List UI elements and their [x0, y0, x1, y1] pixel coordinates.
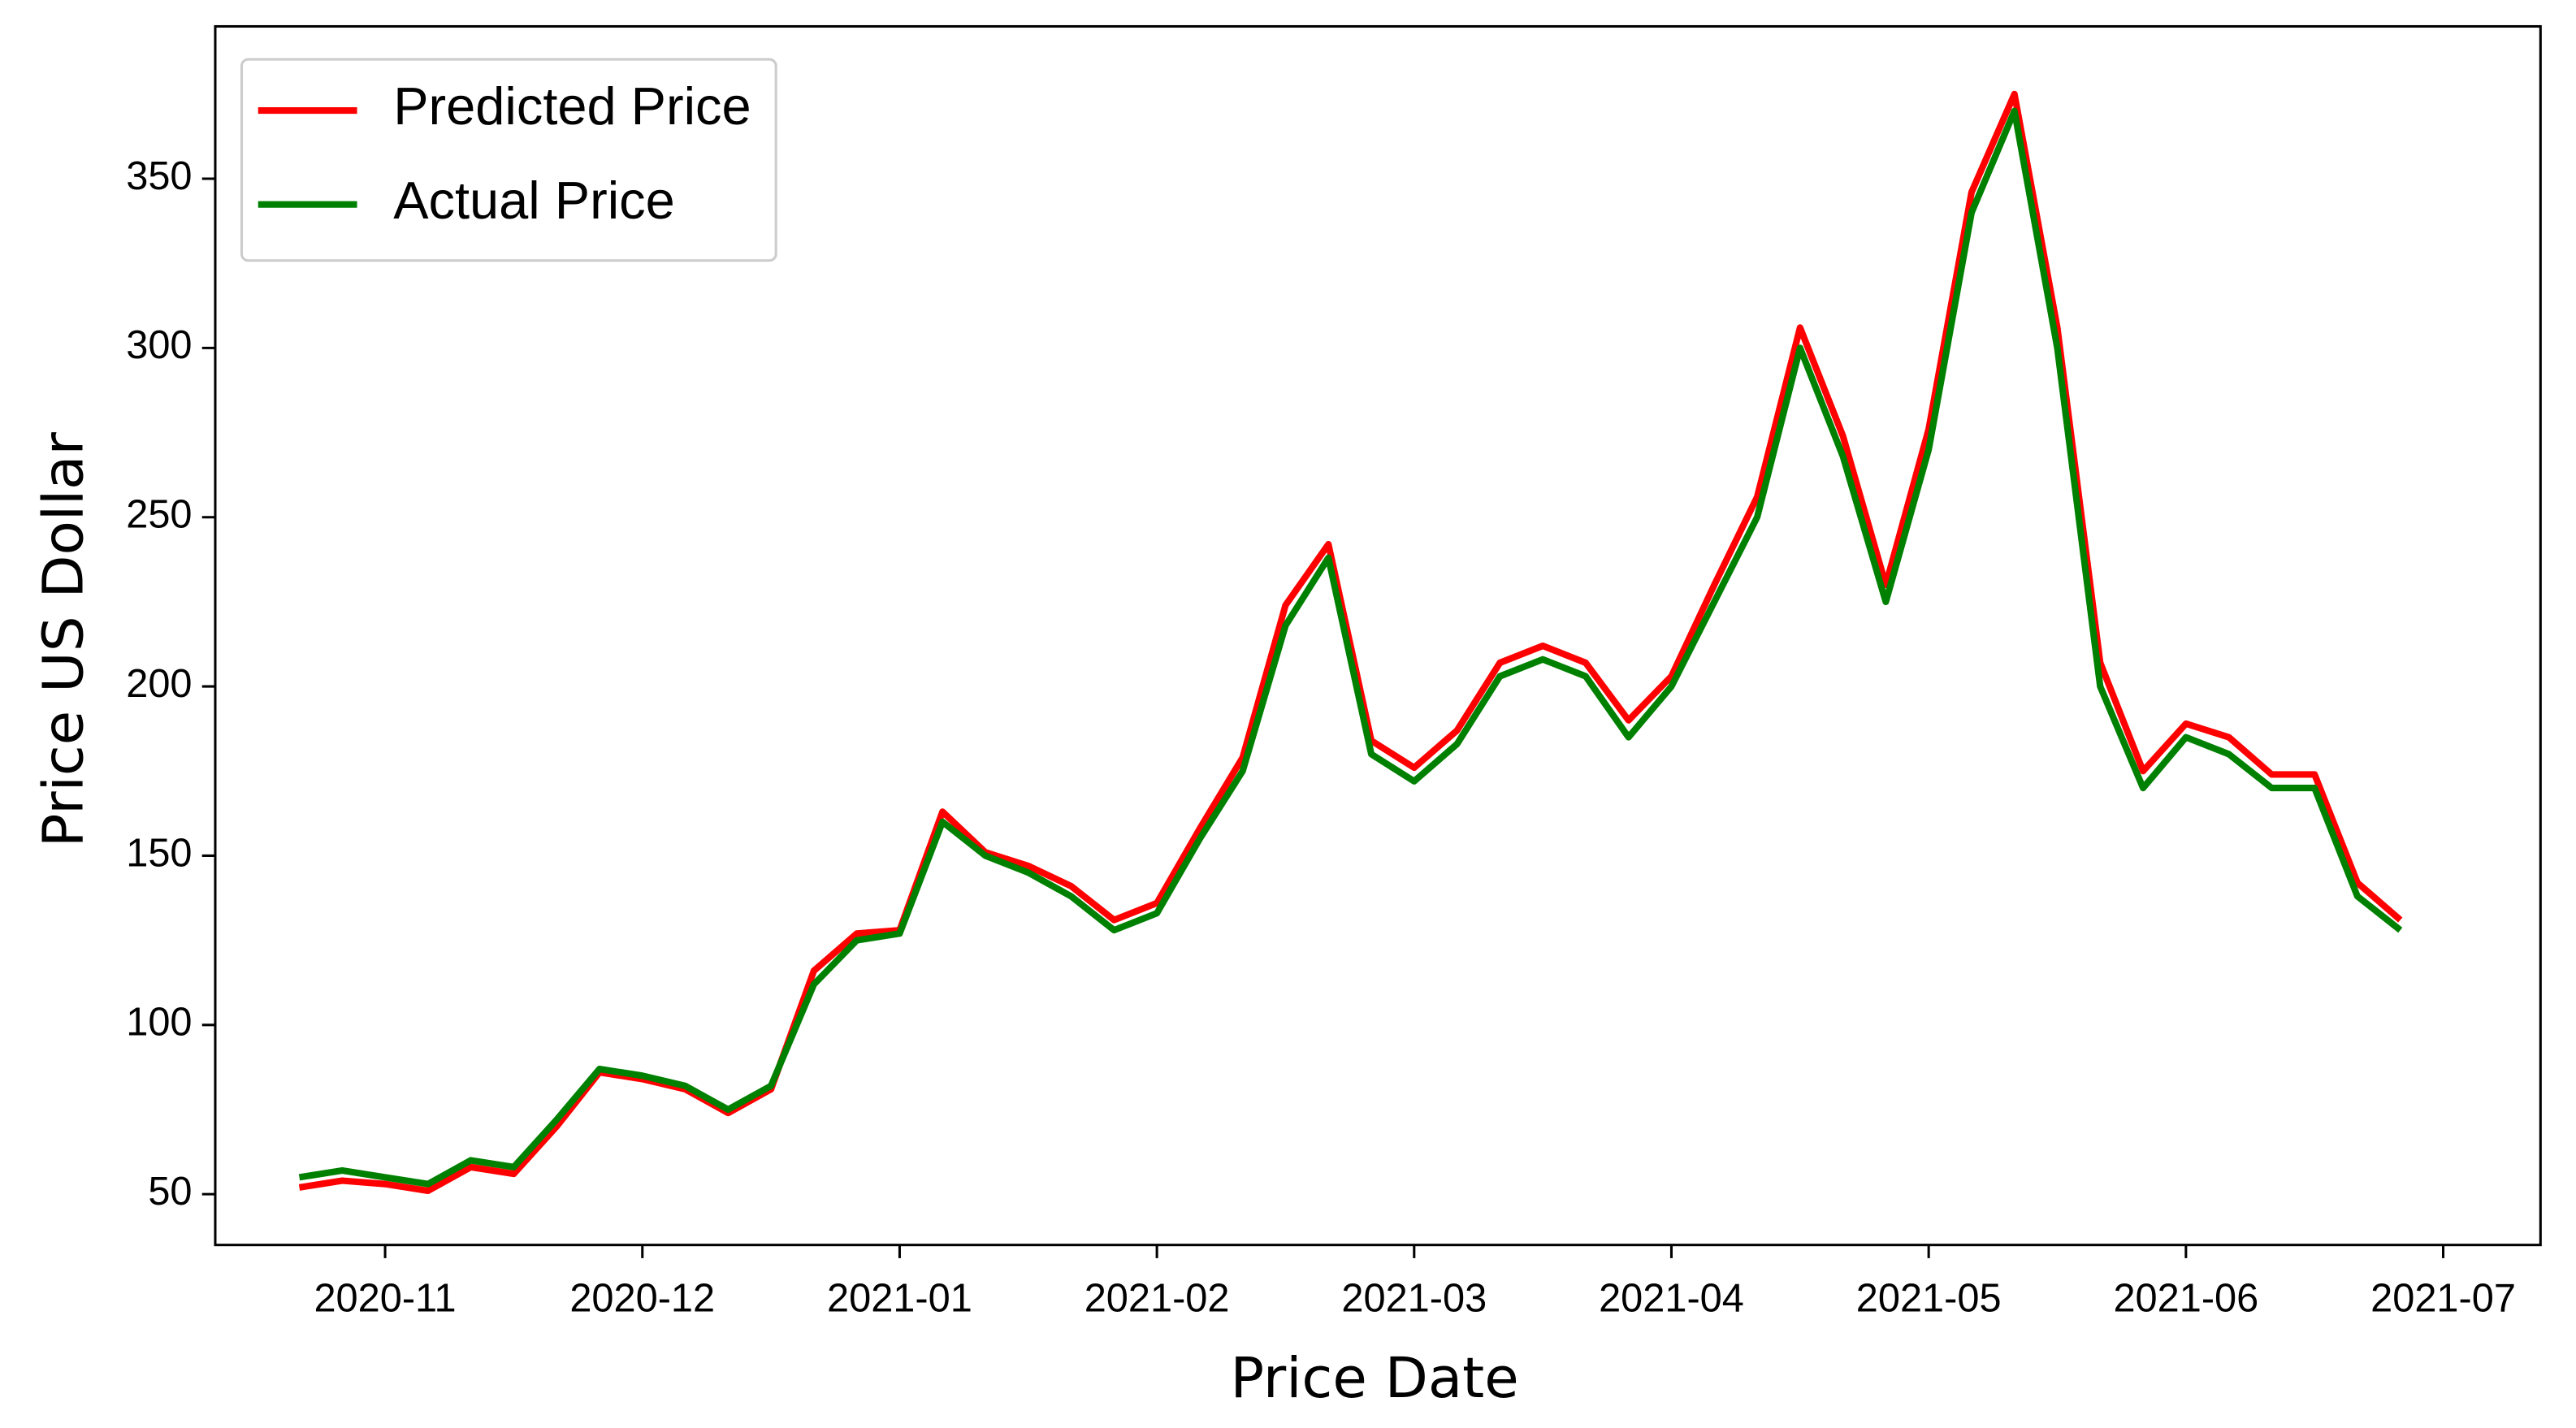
y-tick-label: 200	[126, 662, 192, 706]
y-tick-label: 350	[126, 154, 192, 198]
y-axis-label: Price US Dollar	[31, 432, 96, 848]
x-tick-label: 2020-12	[569, 1277, 715, 1321]
y-tick-label: 150	[126, 831, 192, 875]
y-tick-label: 250	[126, 493, 192, 537]
x-tick-label: 2021-04	[1599, 1277, 1744, 1321]
x-axis-label: Price Date	[1230, 1346, 1518, 1411]
price-line	[298, 107, 2403, 1188]
legend-label: Predicted Price	[393, 76, 751, 136]
x-tick-label: 2021-03	[1341, 1277, 1487, 1321]
x-tick-label: 2021-07	[2370, 1277, 2516, 1321]
x-tick-label: 2021-01	[827, 1277, 972, 1321]
y-tick-label: 50	[148, 1170, 192, 1214]
x-tick-label: 2021-06	[2113, 1277, 2258, 1321]
x-tick-label: 2021-02	[1085, 1277, 1230, 1321]
plot-frame	[214, 24, 2542, 1247]
legend-box	[240, 58, 777, 262]
x-tick-label: 2020-11	[314, 1277, 456, 1321]
x-tick-label: 2021-05	[1856, 1277, 2002, 1321]
y-tick-label: 100	[126, 1001, 192, 1045]
legend-label: Actual Price	[393, 171, 675, 230]
y-tick-label: 300	[126, 323, 192, 367]
